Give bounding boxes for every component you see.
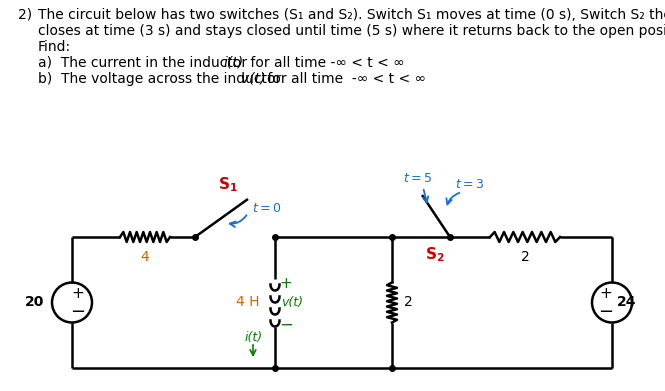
Text: 20: 20: [25, 296, 44, 310]
Text: closes at time (3 s) and stays closed until time (5 s) where it returns back to : closes at time (3 s) and stays closed un…: [38, 24, 665, 38]
Text: −: −: [279, 316, 293, 334]
Text: 24: 24: [617, 296, 636, 310]
Text: v(t): v(t): [281, 296, 303, 309]
Text: v(t): v(t): [241, 72, 265, 86]
Text: 2): 2): [18, 8, 32, 22]
Text: b)  The voltage across the inductor: b) The voltage across the inductor: [38, 72, 286, 86]
Text: 4 H: 4 H: [237, 296, 260, 310]
Text: $t = 3$: $t = 3$: [456, 179, 485, 192]
Text: −: −: [598, 303, 614, 321]
Text: $t = 0$: $t = 0$: [252, 203, 281, 215]
Text: $\mathbf{S_1}$: $\mathbf{S_1}$: [218, 176, 238, 194]
Text: for all time  -∞ < t < ∞: for all time -∞ < t < ∞: [263, 72, 426, 86]
Text: for all time -∞ < t < ∞: for all time -∞ < t < ∞: [246, 56, 404, 70]
Text: a)  The current in the inductor: a) The current in the inductor: [38, 56, 251, 70]
Text: 2: 2: [521, 250, 529, 264]
Text: +: +: [279, 276, 292, 291]
Text: The circuit below has two switches (S₁ and S₂). Switch S₁ moves at time (0 s), S: The circuit below has two switches (S₁ a…: [38, 8, 665, 22]
Text: $t = 5$: $t = 5$: [404, 172, 432, 185]
Text: i(t): i(t): [224, 56, 244, 70]
Text: $\mathbf{S_2}$: $\mathbf{S_2}$: [425, 246, 445, 264]
Text: Find:: Find:: [38, 40, 71, 54]
Text: −: −: [70, 303, 86, 321]
Text: i(t): i(t): [245, 332, 263, 344]
Text: +: +: [72, 286, 84, 301]
Text: 2: 2: [404, 296, 413, 310]
Text: 4: 4: [140, 250, 150, 264]
Text: +: +: [600, 286, 612, 301]
